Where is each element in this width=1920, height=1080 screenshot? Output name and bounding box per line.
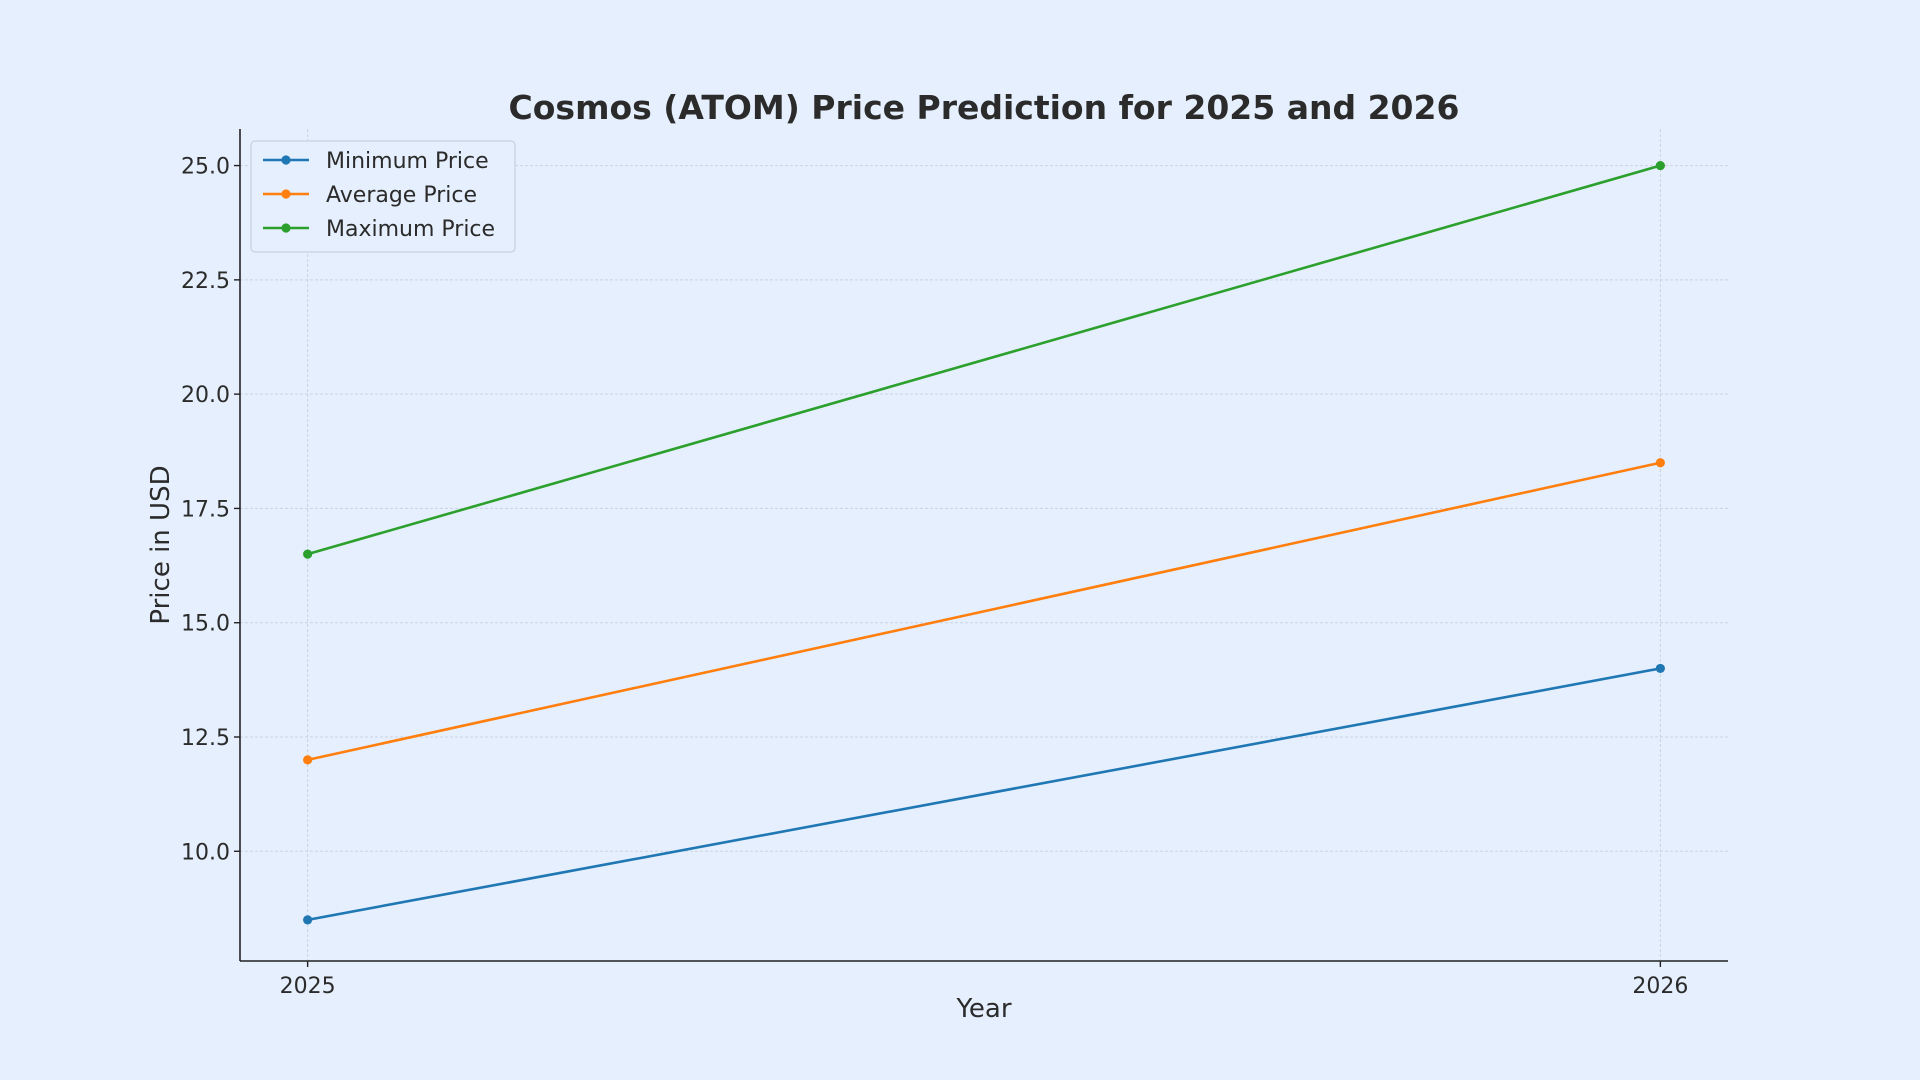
x-tick-label: 2026: [1632, 974, 1688, 999]
y-tick-label: 20.0: [181, 383, 230, 408]
x-tick-label: 2025: [280, 974, 336, 999]
legend-label: Maximum Price: [326, 217, 495, 242]
x-axis-label: Year: [955, 994, 1011, 1024]
legend-item-average-price: Average Price: [263, 183, 477, 208]
grid: [240, 129, 1728, 961]
series: [303, 160, 1665, 925]
legend-swatch-marker: [281, 223, 291, 233]
legend-swatch-marker: [281, 155, 291, 165]
legend: Minimum Price Average Price Maximum Price: [250, 140, 516, 253]
axes: [239, 129, 1728, 962]
legend-item-maximum-price: Maximum Price: [263, 217, 495, 242]
series-maximum-price: [303, 160, 1665, 559]
chart-title: Cosmos (ATOM) Price Prediction for 2025 …: [509, 88, 1460, 127]
legend-item-minimum-price: Minimum Price: [263, 149, 489, 174]
y-tick-label: 22.5: [181, 269, 230, 294]
y-axis-label: Price in USD: [146, 465, 176, 624]
legend-frame: [250, 140, 516, 253]
data-point-average-price: [1655, 458, 1665, 468]
x-axis-ticks: 2025 2026: [280, 961, 1688, 999]
y-tick-label: 25.0: [181, 155, 230, 180]
data-point-average-price: [303, 755, 313, 765]
legend-swatch-marker: [281, 189, 291, 199]
series-minimum-price: [303, 663, 1665, 925]
series-average-price: [303, 458, 1665, 765]
data-point-maximum-price: [303, 549, 313, 559]
y-axis-ticks: 10.0 12.5 15.0 17.5 20.0 22.5 25.0: [181, 155, 240, 865]
series-line-maximum-price: [306, 164, 1662, 556]
data-point-minimum-price: [303, 915, 313, 925]
legend-label: Average Price: [326, 183, 477, 208]
y-tick-label: 10.0: [181, 840, 230, 865]
series-line-average-price: [306, 461, 1662, 762]
y-tick-label: 15.0: [181, 612, 230, 637]
y-tick-label: 17.5: [181, 497, 230, 522]
data-point-minimum-price: [1655, 663, 1665, 674]
data-point-maximum-price: [1655, 160, 1665, 171]
series-line-minimum-price: [306, 667, 1662, 922]
legend-label: Minimum Price: [326, 149, 489, 174]
y-tick-label: 12.5: [181, 726, 230, 751]
